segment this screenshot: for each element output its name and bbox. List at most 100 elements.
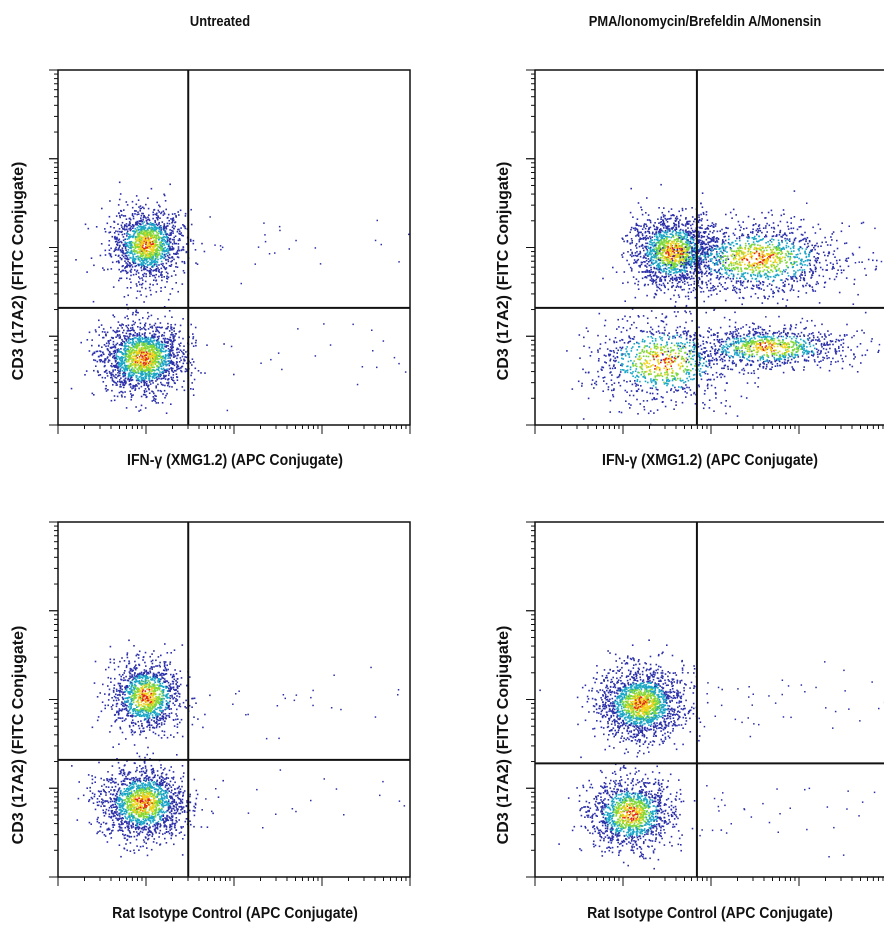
event-dot (128, 342, 130, 345)
event-dot (143, 248, 145, 251)
event-dot (145, 374, 147, 377)
event-dot (151, 334, 154, 336)
event-dot (152, 361, 154, 363)
event-dot (166, 254, 169, 257)
event-dot (133, 359, 136, 362)
event-dot (154, 336, 156, 338)
event-dot (121, 323, 123, 325)
event-dot (115, 363, 118, 365)
event-dot (169, 232, 171, 235)
event-dot (130, 274, 132, 277)
event-dot (163, 339, 166, 341)
event-dot (106, 372, 108, 375)
event-dot (137, 326, 139, 328)
event-dot (640, 206, 642, 209)
event-dot (673, 225, 676, 227)
event-dot (129, 222, 131, 225)
event-dot (112, 350, 115, 353)
event-dot (112, 384, 114, 386)
event-dot (773, 246, 775, 248)
event-dot (119, 216, 121, 219)
event-dot (152, 211, 154, 214)
event-dot (139, 409, 142, 411)
event-dot (130, 333, 132, 336)
event-dot (718, 259, 720, 261)
event-dot (157, 267, 159, 269)
event-dot (117, 248, 120, 250)
event-dot (721, 286, 724, 288)
event-dot (115, 240, 118, 243)
event-dot (152, 364, 155, 366)
event-dot (110, 346, 113, 349)
event-dot (129, 229, 132, 232)
event-dot (183, 380, 185, 382)
event-dot (123, 337, 126, 339)
event-dot (689, 246, 692, 248)
event-dot (161, 243, 164, 245)
event-dot (156, 375, 159, 378)
event-dot (145, 345, 148, 347)
event-dot (126, 232, 129, 234)
event-dot (135, 384, 137, 386)
event-dot (150, 226, 153, 229)
event-dot (163, 369, 166, 372)
event-dot (141, 246, 144, 248)
event-dot (180, 342, 182, 344)
event-dot (180, 359, 182, 361)
event-dot (819, 228, 822, 230)
event-dot (144, 256, 147, 258)
event-dot (314, 355, 317, 357)
event-dot (124, 372, 127, 375)
event-dot (138, 333, 141, 336)
event-dot (164, 241, 167, 244)
event-dot (192, 394, 195, 396)
event-dot (147, 362, 150, 365)
event-dot (158, 361, 160, 363)
event-dot (686, 221, 688, 223)
event-dot (148, 256, 151, 258)
event-dot (656, 264, 658, 267)
event-dot (122, 384, 124, 386)
event-dot (675, 260, 678, 262)
event-dot (147, 374, 150, 376)
event-dot (151, 400, 154, 402)
event-dot (655, 242, 658, 244)
event-dot (694, 296, 697, 299)
event-dot (145, 338, 147, 341)
event-dot (661, 259, 663, 262)
event-dot (122, 236, 125, 238)
event-dot (759, 239, 762, 241)
event-dot (643, 256, 646, 259)
event-dot (146, 233, 148, 235)
event-dot (656, 276, 658, 278)
event-dot (732, 289, 734, 291)
event-dot (671, 285, 673, 288)
event-dot (699, 254, 701, 257)
event-dot (645, 276, 647, 278)
event-dot (158, 335, 160, 338)
event-dot (160, 244, 162, 247)
event-dot (156, 253, 159, 255)
event-dot (136, 223, 138, 226)
event-dot (146, 222, 149, 225)
event-dot (662, 230, 664, 233)
event-dot (678, 261, 680, 263)
event-dot (123, 296, 126, 298)
event-dot (163, 389, 166, 392)
event-dot (665, 275, 668, 277)
event-dot (167, 342, 169, 344)
event-dot (644, 231, 647, 234)
event-dot (156, 336, 159, 338)
event-dot (166, 369, 168, 372)
event-dot (148, 349, 150, 351)
event-dot (150, 248, 152, 250)
event-dot (162, 372, 164, 375)
event-dot (115, 238, 118, 240)
event-dot (167, 384, 169, 387)
event-dot (671, 227, 673, 230)
event-dot (131, 206, 134, 209)
event-dot (836, 239, 838, 242)
event-dot (157, 232, 160, 235)
event-dot (683, 288, 685, 291)
